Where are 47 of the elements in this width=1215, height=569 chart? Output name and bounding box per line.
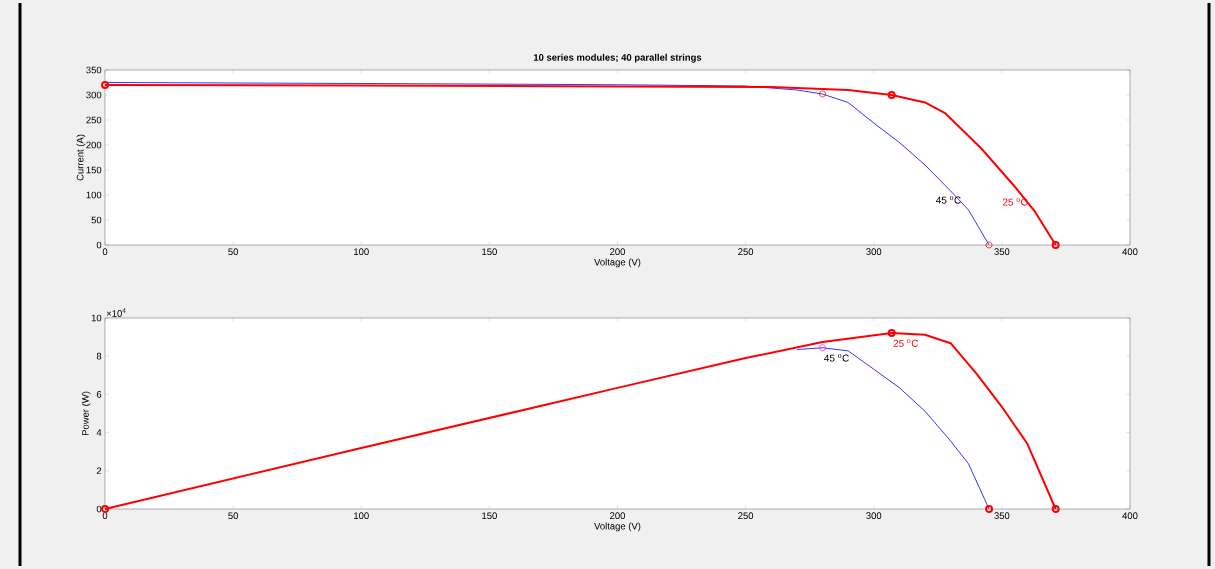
y-tick-label: 100 [86, 191, 102, 199]
y-tick-label: 6 [96, 391, 102, 398]
y-tick-label: 200 [86, 141, 102, 149]
x-tick-label: 100 [354, 248, 369, 256]
y-tick-label: 0 [96, 241, 102, 249]
y-tick-label: 350 [86, 66, 102, 74]
y-tick-label: 250 [86, 116, 102, 124]
x-axis-title: Voltage (V) [594, 522, 641, 532]
y-tick-label: 150 [86, 166, 102, 174]
x-tick-label: 50 [228, 248, 239, 256]
x-tick-label: 200 [610, 512, 626, 520]
point [985, 241, 993, 249]
x-tick-label: 350 [994, 248, 1010, 256]
point [887, 329, 896, 338]
x-tick-label: 100 [354, 512, 369, 520]
x-tick-label: 300 [866, 512, 882, 520]
y-axis-title: Power (W) [81, 391, 91, 436]
x-tick-label: 400 [1122, 512, 1138, 520]
y-tick-label: 300 [86, 91, 102, 99]
x-tick-label: 0 [102, 248, 108, 256]
point [819, 344, 826, 352]
x-tick-label: 250 [738, 248, 754, 256]
x-tick-label: 50 [228, 512, 239, 520]
point [985, 504, 994, 513]
x-tick-label: 400 [1122, 248, 1138, 256]
x-tick-label: 350 [994, 512, 1010, 520]
annotation: 25 $^{o}$C [893, 339, 919, 347]
chart-title: 10 series modules; 40 parallel strings [533, 53, 702, 63]
x-tick-label: 200 [610, 248, 626, 256]
point [887, 90, 896, 99]
x-tick-label: 300 [866, 248, 882, 256]
point [819, 90, 826, 98]
y-tick-label: 10 [91, 314, 102, 322]
line-series [796, 347, 990, 510]
annotation: 45 $^{o}$C [824, 354, 849, 362]
x-tick-label: 250 [738, 512, 754, 520]
x-tick-label: 0 [102, 512, 108, 520]
y-tick-label: 8 [96, 352, 102, 360]
x-tick-label: 150 [482, 512, 497, 520]
x-tick-label: 150 [482, 248, 497, 256]
y-axis-title: Current (A) [76, 134, 86, 181]
y-tick-label: 50 [91, 216, 102, 224]
y-tick-label: 4 [96, 429, 102, 436]
annotation: 45 $^{o}$C [936, 196, 961, 204]
text: ×10$^{4}$ [106, 308, 126, 317]
y-tick-label: 2 [96, 467, 102, 475]
x-axis-title: Voltage (V) [594, 258, 641, 268]
